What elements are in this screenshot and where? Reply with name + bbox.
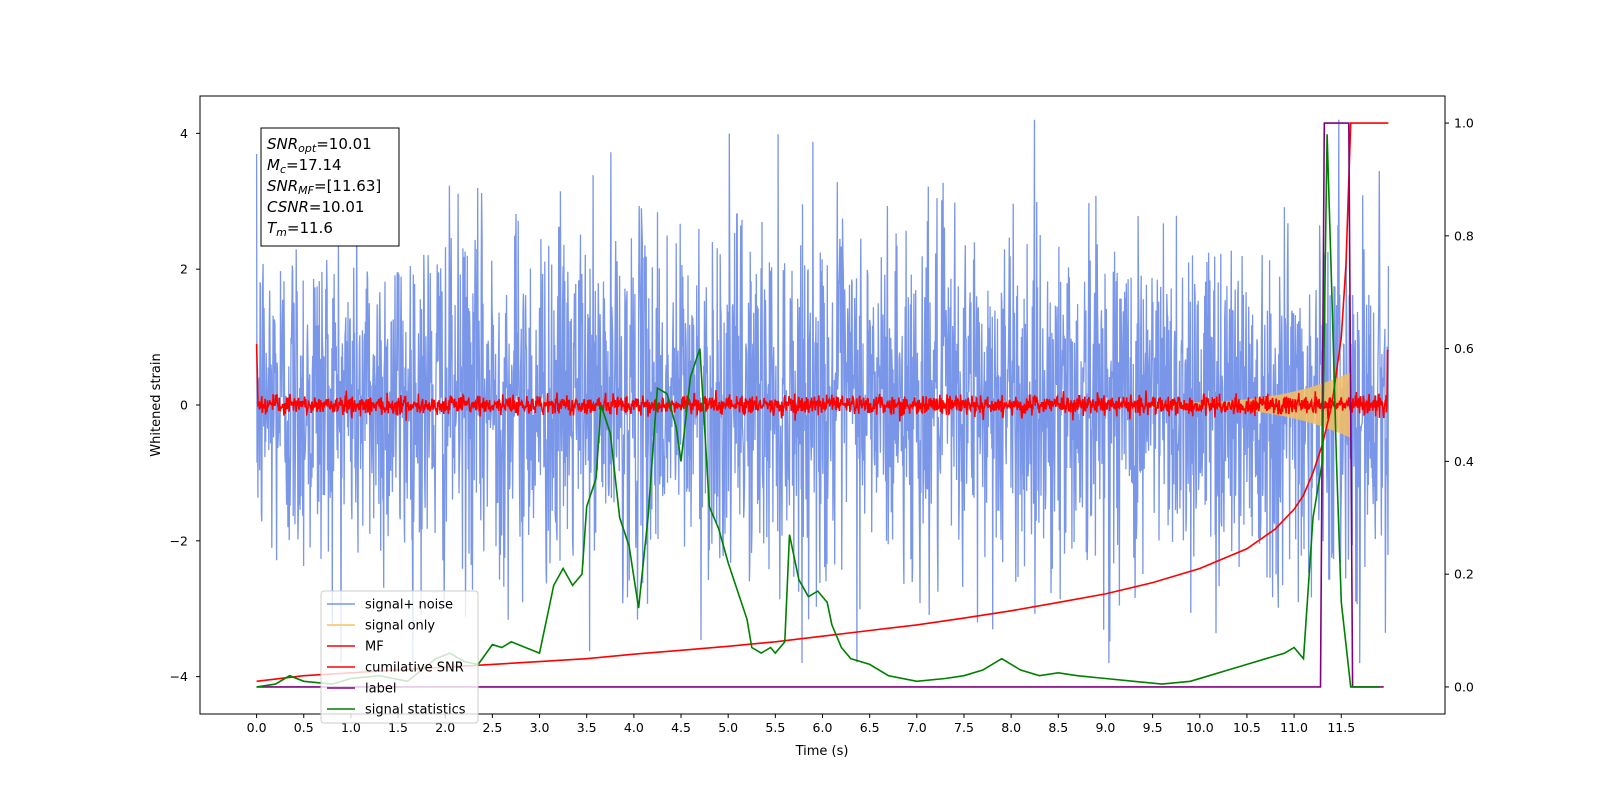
legend-entry: signal+ noise xyxy=(365,598,453,613)
x-tick-label: 10.0 xyxy=(1186,720,1214,735)
x-tick-label: 11.5 xyxy=(1327,720,1355,735)
annotation-line: Mc=17.14 xyxy=(267,156,342,176)
x-tick-label: 0.0 xyxy=(247,720,267,735)
series-signal-statistics xyxy=(256,134,1379,688)
x-tick-label: 5.0 xyxy=(718,720,738,735)
x-tick-label: 6.5 xyxy=(860,720,880,735)
x-tick-label: 7.0 xyxy=(907,720,927,735)
legend-frame xyxy=(320,590,479,724)
legend-entry: MF xyxy=(365,640,384,655)
y-left-tick-label: −4 xyxy=(170,669,188,684)
y-left-tick-label: −2 xyxy=(170,533,188,548)
y-right-tick-label: 0.6 xyxy=(1454,341,1474,356)
x-tick-label: 2.0 xyxy=(435,720,455,735)
x-tick-label: 11.0 xyxy=(1280,720,1308,735)
axes: 0.0 0.5 1.0 1.5 2.0 2.5 3.0 3.5 4.0 4.5 5.0 5.5 6.0 6… xyxy=(170,116,1474,735)
legend-entry: signal statistics xyxy=(365,703,466,718)
x-tick-label: 8.5 xyxy=(1048,720,1068,735)
x-tick-label: 9.5 xyxy=(1143,720,1163,735)
plot-area xyxy=(255,119,1390,688)
series-signal-noise xyxy=(255,119,1390,664)
x-tick-label: 7.5 xyxy=(954,720,974,735)
x-axis-label: Time (s) xyxy=(795,744,849,759)
y-left-tick-label: 2 xyxy=(180,262,188,277)
annotation-box: SNRopt=10.01Mc=17.14SNRMF=[11.63]CSNR=10… xyxy=(260,127,400,247)
x-tick-label: 3.0 xyxy=(530,720,550,735)
x-tick-label: 4.0 xyxy=(624,720,644,735)
annotation-line: CSNR=10.01 xyxy=(267,198,364,216)
annotation-line: SNRMF=[11.63] xyxy=(267,177,381,197)
y-right-tick-label: 0.4 xyxy=(1454,454,1474,469)
legend-entry: cumilative SNR xyxy=(365,661,464,676)
series-cumulative-snr xyxy=(256,122,1389,683)
y-left-tick-label: 0 xyxy=(180,398,188,413)
annotation-line: SNRopt=10.01 xyxy=(267,135,372,155)
y-right-tick-label: 1.0 xyxy=(1454,116,1474,131)
y-right-tick-label: 0.2 xyxy=(1454,567,1474,582)
x-tick-label: 4.5 xyxy=(671,720,691,735)
legend-entry: signal only xyxy=(365,619,435,634)
annotation-frame xyxy=(260,127,400,247)
legend-entry: label xyxy=(365,682,396,697)
series-mf xyxy=(255,343,1389,422)
annotation-line: Tm=11.6 xyxy=(267,219,333,239)
x-tick-label: 0.5 xyxy=(294,720,314,735)
y-right-tick-label: 0.0 xyxy=(1454,679,1474,694)
y-axis-label: Whitened strain xyxy=(149,353,164,456)
y-left-tick-label: 4 xyxy=(180,126,188,141)
x-tick-label: 3.5 xyxy=(577,720,597,735)
x-tick-label: 8.0 xyxy=(1001,720,1021,735)
x-tick-label: 6.0 xyxy=(813,720,833,735)
x-tick-label: 9.0 xyxy=(1096,720,1116,735)
x-tick-label: 1.5 xyxy=(388,720,408,735)
x-tick-label: 10.5 xyxy=(1233,720,1261,735)
x-tick-label: 1.0 xyxy=(341,720,361,735)
x-tick-label: 2.5 xyxy=(482,720,502,735)
legend: signal+ noise signal only MF cumilative SNR… xyxy=(320,590,479,724)
y-right-tick-label: 0.8 xyxy=(1454,228,1474,243)
x-tick-label: 5.5 xyxy=(765,720,785,735)
